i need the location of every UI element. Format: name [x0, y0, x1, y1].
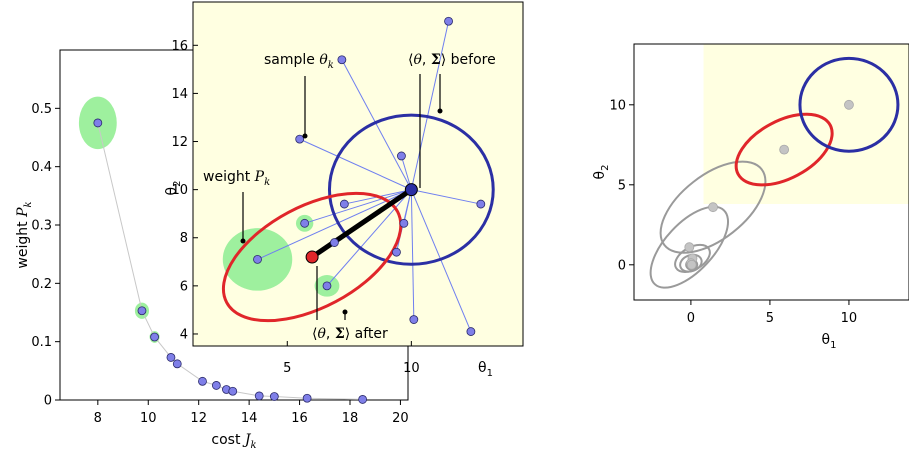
history-shaded-region: [703, 44, 909, 204]
weights-x-axis-label: cost Jk: [211, 432, 256, 451]
sample-point: [392, 247, 401, 257]
weight-point: [269, 392, 279, 401]
sample-point: [466, 327, 476, 336]
update-y-axis-label: θ2: [164, 181, 183, 196]
after-annotation: ⟨θ, Σ⟩ after: [312, 326, 388, 342]
update-panel: 5 10 4 6 8 10 12 14 16 θ1 θ2 sample θk weight P…: [164, 1, 524, 379]
history-x-tick-label: 10: [841, 311, 858, 326]
annotation-dots: [240, 108, 443, 315]
covariance-before-ellipse: [327, 113, 495, 266]
update-y-tick-label: 14: [171, 87, 188, 102]
history-covariance-ellipse: [649, 205, 730, 289]
history-x-tick-label: 5: [766, 311, 774, 326]
weight-point: [150, 332, 159, 342]
sample-point: [399, 218, 409, 228]
weights-y-tick-label: 0.5: [31, 102, 52, 117]
sample-ray: [410, 21, 450, 190]
history-panel: 0 5 10 0 5 10 θ1 θ2: [592, 43, 909, 351]
history-mean-point: [684, 242, 695, 253]
mean-update-arrow: [309, 187, 414, 260]
weight-point: [228, 386, 238, 396]
weights-x-tick-label: 8: [94, 411, 102, 426]
sample-point: [300, 218, 310, 228]
sample-ray: [326, 189, 412, 287]
sample-point: [339, 199, 349, 209]
weight-annotation: weight Pk: [203, 169, 270, 188]
covariance-after-ellipse: [221, 191, 403, 323]
sample-point: [409, 315, 419, 324]
weights-y-tick-label: 0.1: [31, 335, 52, 350]
sample-ray: [341, 59, 412, 190]
history-y-tick-label: 5: [618, 178, 626, 193]
history-mean-point: [708, 202, 718, 213]
history-covariance-ellipse: [659, 160, 767, 254]
history-y-axis-label: θ2: [592, 165, 611, 180]
update-x-tick-label: 5: [283, 361, 291, 376]
mean-before-point: [404, 183, 418, 197]
sample-point: [295, 134, 305, 144]
sample-annotation: sample θk: [264, 52, 334, 71]
annotation-leaders: [242, 74, 441, 320]
update-y-tick-label: 10: [171, 183, 188, 198]
weight-point: [198, 376, 207, 386]
weight-point: [358, 395, 368, 404]
weights-y-tick-label: 0: [44, 394, 52, 409]
weight-point: [172, 359, 182, 369]
sample-ray: [299, 138, 412, 191]
update-x-axis-label: θ1: [478, 360, 493, 379]
history-mean-point: [844, 99, 854, 110]
weight-point: [166, 353, 176, 362]
history-y-tick-label: 10: [609, 98, 626, 113]
before-annotation: ⟨θ, Σ⟩ before: [408, 52, 496, 68]
sample-ray: [410, 189, 415, 320]
weight-point: [211, 381, 221, 390]
weight-point: [302, 393, 312, 403]
weight-point: [254, 391, 264, 401]
weights-y-tick-label: 0.3: [31, 219, 52, 234]
history-y-tick-label: 0: [618, 258, 626, 273]
mean-after-point: [305, 250, 319, 264]
update-y-tick-label: 16: [171, 39, 188, 54]
weights-x-tick-label: 20: [392, 411, 409, 426]
history-mean-point: [779, 144, 790, 155]
sample-point: [476, 199, 486, 209]
sample-point: [397, 151, 406, 161]
weights-y-axis-label: weight Pk: [15, 201, 34, 268]
weights-y-tick-label: 0.2: [31, 277, 52, 292]
sample-point: [337, 55, 347, 65]
history-mean-point: [686, 259, 697, 270]
weights-x-tick-label: 16: [291, 411, 308, 426]
history-x-axis-label: θ1: [822, 332, 837, 351]
update-y-tick-label: 8: [180, 231, 188, 246]
update-y-tick-label: 4: [180, 327, 188, 342]
sample-point: [330, 238, 339, 247]
weights-x-tick-label: 12: [190, 411, 207, 426]
history-x-tick-label: 0: [687, 311, 695, 326]
weight-point: [93, 118, 103, 128]
sample-point: [444, 16, 453, 26]
weights-x-tick-label: 14: [241, 411, 258, 426]
update-y-tick-label: 12: [171, 135, 188, 150]
sample-ray: [304, 189, 412, 224]
weights-x-tick-label: 10: [140, 411, 157, 426]
update-x-tick-label: 10: [403, 361, 420, 376]
weights-x-tick-label: 18: [342, 411, 359, 426]
sample-point: [322, 281, 332, 291]
update-y-tick-label: 6: [180, 279, 188, 294]
weights-y-tick-label: 0.4: [31, 160, 52, 175]
history-covariance-ellipse: [734, 112, 834, 187]
history-covariance-ellipse: [798, 56, 900, 153]
sample-point: [253, 254, 262, 264]
weight-point: [137, 306, 147, 316]
sample-ray: [411, 189, 481, 205]
